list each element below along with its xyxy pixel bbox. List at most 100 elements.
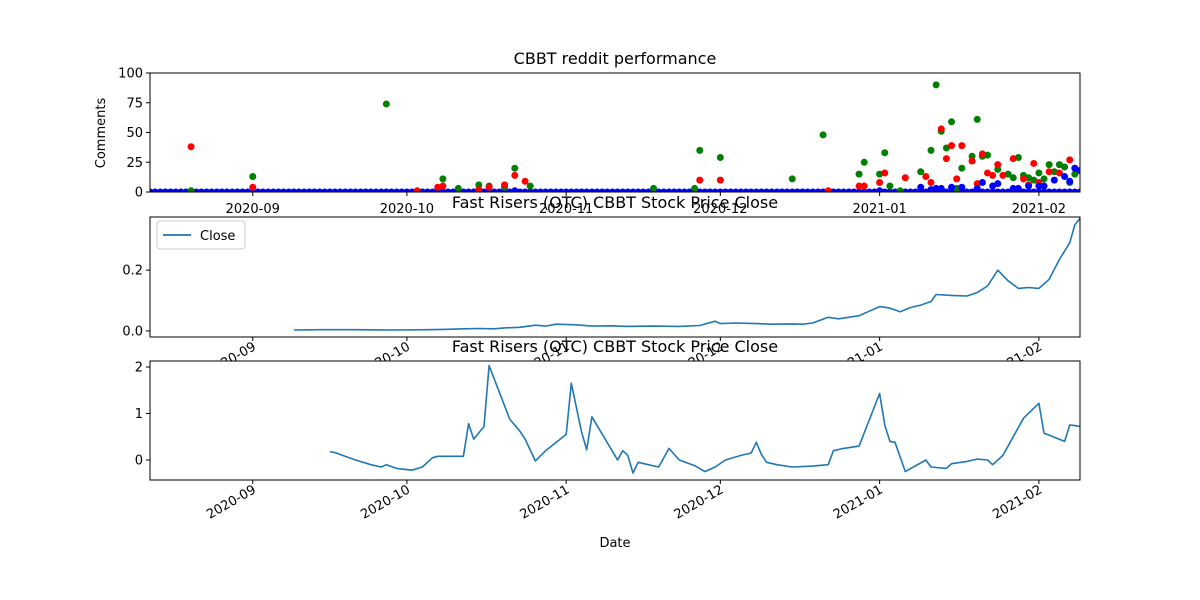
scatter-point <box>958 164 966 172</box>
scatter-point <box>876 187 884 192</box>
scatter-point <box>860 158 868 166</box>
stock-price-axes: 0 1 2 2020-09 2020-10 2020-11 2020-12 2021-01 20… <box>135 360 1081 523</box>
scatter-point <box>1035 169 1043 177</box>
x-tick-label: 2020-09 <box>204 482 259 522</box>
legend: Close <box>156 220 246 250</box>
scatter-point <box>824 187 832 192</box>
scatter-point <box>511 187 519 192</box>
scatter-point <box>788 175 796 183</box>
scatter-point <box>932 81 940 89</box>
axes-frame <box>149 72 1081 193</box>
scatter-point <box>526 182 534 190</box>
scatter-point <box>1014 184 1022 192</box>
scatter-point <box>1045 168 1053 176</box>
x-tick-label: 2021-01 <box>831 482 886 522</box>
scatter-point <box>917 168 925 176</box>
scatter-point <box>1066 156 1074 164</box>
x-tick-label: 2021-02 <box>1012 202 1066 217</box>
scatter-point <box>187 143 195 151</box>
scatter-point <box>978 150 986 158</box>
scatter-point <box>1040 175 1048 183</box>
plot-area <box>150 81 1080 192</box>
x-tick-label: 2020-11 <box>539 202 593 217</box>
y-tick-label: 1 <box>135 407 143 422</box>
scatter-point <box>881 169 889 177</box>
scatter-point <box>876 178 884 186</box>
scatter-point <box>989 171 997 179</box>
reddit-comments-axes: 0 25 50 75 100 2020-09 2020-10 2020-11 2020-12 20… <box>118 67 1081 217</box>
scatter-point <box>953 175 961 183</box>
axes-frame <box>149 360 1081 481</box>
x-tick-label: 2021-01 <box>852 202 906 217</box>
plot-area <box>329 364 1080 474</box>
scatter-point <box>937 125 945 133</box>
scatter-point <box>1035 182 1043 190</box>
scatter-point <box>1009 184 1017 192</box>
scatter-point <box>896 187 904 192</box>
x-axis-label-date: Date <box>599 536 630 551</box>
scatter-point <box>413 187 421 192</box>
x-tick-label: 2020-11 <box>518 482 573 522</box>
scatter-point <box>978 178 986 186</box>
scatter-point <box>994 180 1002 188</box>
x-tick-label: 2020-10 <box>358 482 413 522</box>
scatter-point <box>1071 170 1079 178</box>
scatter-point <box>485 183 493 191</box>
scatter-point <box>1066 177 1074 185</box>
scatter-point <box>249 173 257 181</box>
scatter-point <box>1019 175 1027 183</box>
scatter-point <box>696 146 704 154</box>
scatter-point <box>501 181 509 189</box>
scatter-point <box>1050 176 1058 184</box>
scatter-point <box>716 153 724 161</box>
scatter-point <box>439 175 447 183</box>
scatter-point-zero <box>1076 188 1080 192</box>
scatter-point <box>511 164 519 172</box>
scatter-point <box>454 184 462 192</box>
scatter-point <box>249 183 257 191</box>
series-line <box>293 217 1080 331</box>
chart-title-close: Fast Risers (OTC) CBBT Stock Price Close <box>452 193 778 212</box>
scatter-point <box>1030 159 1038 167</box>
scatter-point <box>901 174 909 182</box>
scatter-point <box>1076 167 1080 175</box>
scatter-point <box>691 184 699 192</box>
x-tick-label: 2021-02 <box>990 482 1045 522</box>
scatter-point <box>937 184 945 192</box>
scatter-point <box>1061 163 1069 171</box>
y-tick-label: 0.0 <box>122 324 143 339</box>
x-tick-label: 2020-12 <box>693 202 747 217</box>
scatter-point <box>958 142 966 150</box>
x-tick-label: 2020-12 <box>672 482 727 522</box>
scatter-point <box>650 184 658 192</box>
scatter-point <box>187 187 195 192</box>
scatter-point <box>994 161 1002 169</box>
scatter-point <box>855 170 863 178</box>
scatter-point <box>1025 182 1033 190</box>
scatter-point <box>927 178 935 186</box>
scatter-point <box>1045 161 1053 169</box>
axes-border <box>149 72 1081 193</box>
legend-box <box>156 220 246 250</box>
scatter-point <box>475 186 483 192</box>
scatter-point <box>958 183 966 191</box>
y-axis-label-comments: Comments <box>94 98 109 169</box>
scatter-point <box>968 157 976 165</box>
scatter-point <box>932 184 940 192</box>
scatter-point <box>1009 155 1017 163</box>
y-tick-label: 25 <box>126 156 143 171</box>
scatter-point <box>855 182 863 190</box>
scatter-point <box>1040 182 1048 190</box>
scatter-point <box>1061 173 1069 181</box>
chart-title-stock: Fast Risers (OTC) CBBT Stock Price Close <box>452 337 778 356</box>
scatter-point <box>973 115 981 123</box>
scatter-point <box>716 176 724 184</box>
scatter-point <box>927 146 935 154</box>
scatter-point <box>382 100 390 108</box>
axes-frame <box>149 216 1081 338</box>
scatter-point <box>999 171 1007 179</box>
y-tick-label: 100 <box>118 67 143 82</box>
scatter-point <box>922 173 930 181</box>
scatter-point <box>1009 174 1017 182</box>
